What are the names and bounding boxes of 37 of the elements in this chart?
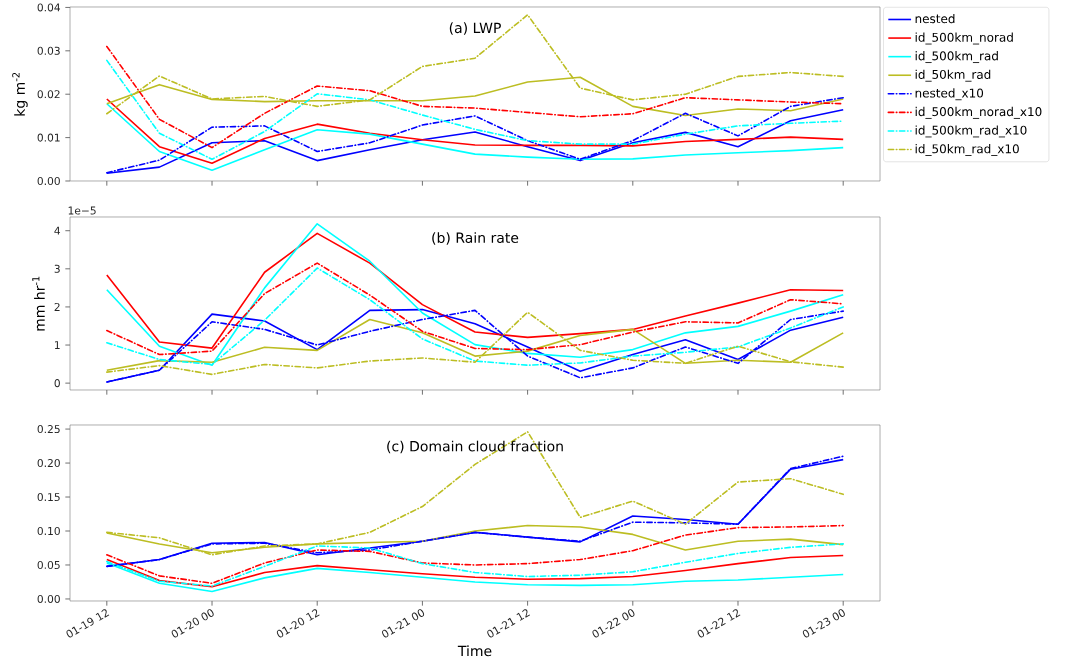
y-tick-label: 0.01 bbox=[37, 133, 60, 142]
y-tick-label: 2 bbox=[54, 302, 60, 311]
y-tick-label: 0.25 bbox=[37, 425, 60, 434]
text: 1e−5 bbox=[68, 206, 96, 215]
y-tick-label: 0.05 bbox=[37, 560, 60, 570]
y-tick-label: 0.15 bbox=[37, 492, 60, 502]
legend-label: nested_x10 bbox=[915, 88, 984, 101]
line-series bbox=[106, 98, 844, 164]
y-tick-label: 3 bbox=[54, 264, 60, 273]
legend-label: id_500km_rad bbox=[915, 51, 998, 64]
text: (a) LWP bbox=[449, 22, 501, 35]
x-axis-title: Time bbox=[457, 645, 492, 657]
y-axis-title: kg m$^{-2}$ bbox=[12, 72, 28, 116]
y-tick-label: 4 bbox=[54, 226, 61, 235]
y-axis-title: mm hr$^{-1}$ bbox=[32, 276, 45, 331]
text: (b) Rain rate bbox=[432, 232, 519, 245]
y-tick-label: 0.00 bbox=[37, 594, 60, 603]
line-series bbox=[106, 14, 844, 115]
line-series bbox=[106, 59, 844, 161]
line-series bbox=[106, 223, 844, 367]
legend-label: nested bbox=[915, 13, 955, 24]
text: (c) Domain cloud fraction bbox=[387, 440, 563, 454]
legend-label: id_50km_rad_x10 bbox=[915, 144, 1019, 156]
legend-label: id_500km_norad_x10 bbox=[915, 106, 1042, 119]
line-series bbox=[106, 554, 844, 588]
y-tick-label: 0.00 bbox=[37, 176, 60, 186]
legend-label: id_50km_rad bbox=[915, 69, 991, 82]
y-tick-label: 0.10 bbox=[37, 526, 60, 536]
line-series bbox=[106, 524, 844, 585]
y-tick-label: 0.04 bbox=[37, 3, 61, 12]
y-tick-label: 1 bbox=[55, 341, 60, 349]
y-tick-label: 0.02 bbox=[37, 90, 60, 99]
y-tick-label: 0 bbox=[54, 379, 60, 388]
y-tick-label: 0.03 bbox=[37, 46, 60, 55]
y-tick-label: 0.20 bbox=[37, 459, 60, 468]
legend-label: id_500km_norad bbox=[915, 32, 1013, 45]
legend-label: id_500km_rad_x10 bbox=[915, 125, 1027, 138]
